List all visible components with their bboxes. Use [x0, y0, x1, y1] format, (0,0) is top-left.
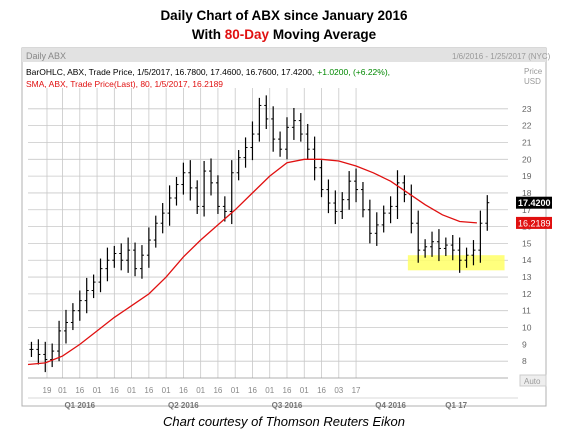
chart-title: Daily Chart of ABX since January 2016	[160, 8, 408, 23]
chart-frame	[21, 47, 547, 407]
chart-tab-label[interactable]: Daily ABX	[26, 51, 66, 61]
y-tick-label: 19	[522, 171, 532, 181]
value-tags: 17.4200 16.2189	[516, 196, 552, 229]
y-tick-label: 22	[522, 121, 532, 131]
support-highlight-band	[407, 255, 505, 271]
auto-scale-label: Auto	[524, 377, 541, 386]
auto-scale-button[interactable]	[519, 374, 547, 387]
quarter-label: Q3 2016	[272, 401, 303, 410]
price-series	[29, 95, 490, 373]
sma-value-tag	[516, 216, 552, 229]
y-tick-label: 10	[522, 323, 532, 333]
x-tick-label: 16	[75, 386, 84, 395]
chart-caption: Chart courtesy of Thomson Reuters Eikon	[162, 414, 406, 429]
y-tick-label: 13	[522, 272, 532, 282]
x-tick-label: 17	[352, 386, 361, 395]
last-price-tag	[516, 196, 552, 209]
x-tick-label: 16	[110, 386, 119, 395]
x-tick-label: 01	[127, 386, 136, 395]
x-tick-label: 16	[179, 386, 188, 395]
bar-legend: BarOHLC, ABX, Trade Price, 1/5/2017, 16.…	[26, 67, 390, 77]
x-tick-label: 01	[58, 386, 67, 395]
subtitle-pre: With	[191, 27, 225, 42]
x-tick-label: 01	[93, 386, 102, 395]
x-tick-label: 16	[317, 386, 326, 395]
y-tick-label: 21	[522, 137, 532, 147]
subtitle-highlight: 80-Day	[224, 27, 270, 42]
y-tick-label: 18	[522, 188, 532, 198]
bar-legend-change: +1.0200, (+6.22%),	[317, 67, 390, 77]
x-tick-label: 01	[300, 386, 309, 395]
date-range-label: 1/6/2016 - 1/25/2017 (NYC)	[452, 52, 551, 61]
highlight-layer	[407, 255, 505, 271]
x-tick-label: 16	[283, 386, 292, 395]
last-price-tag-label: 17.4200	[518, 198, 551, 208]
y-tick-label: 8	[522, 356, 527, 366]
chart-header-bar	[22, 48, 546, 62]
bar-legend-text: BarOHLC, ABX, Trade Price, 1/5/2017, 16.…	[26, 67, 314, 77]
x-tick-label: 01	[196, 386, 205, 395]
quarter-label: Q2 2016	[168, 401, 199, 410]
y-tick-label: 17	[522, 205, 532, 215]
y-tick-label: 9	[522, 339, 527, 349]
x-tick-label: 19	[43, 386, 52, 395]
y-tick-label: 12	[522, 289, 532, 299]
quarter-label: Q1 2016	[64, 401, 95, 410]
quarter-label: Q4 2016	[375, 401, 406, 410]
x-tick-label: 01	[162, 386, 171, 395]
currency-label: USD	[524, 77, 541, 86]
subtitle-post: Moving Average	[269, 27, 377, 42]
sma-value-tag-label: 16.2189	[518, 218, 551, 228]
x-tick-label: 16	[213, 386, 222, 395]
y-axis: 891011121314151617181920212223	[522, 104, 532, 366]
sma-series	[27, 158, 477, 366]
x-axis: 19 01 16 01 16 01 16 01 16 01 16 01 16 01 16 01 16 03 17 Q1…	[28, 377, 518, 410]
y-tick-label: 23	[522, 104, 532, 114]
x-tick-label: 01	[265, 386, 274, 395]
x-tick-label: 01	[231, 386, 240, 395]
sma-line	[27, 158, 477, 366]
y-tick-label: 15	[522, 238, 532, 248]
y-tick-label: 14	[522, 255, 532, 265]
x-tick-label: 16	[248, 386, 257, 395]
y-tick-label: 11	[522, 306, 531, 316]
x-tick-label: 03	[334, 386, 343, 395]
x-tick-label: 16	[144, 386, 153, 395]
sma-legend: SMA, ABX, Trade Price(Last), 80, 1/5/201…	[26, 79, 223, 89]
price-axis-label: Price	[524, 67, 543, 76]
quarter-label: Q1 17	[445, 401, 467, 410]
chart-subtitle: With 80-Day Moving Average	[0, 27, 568, 42]
y-tick-label: 20	[522, 154, 532, 164]
